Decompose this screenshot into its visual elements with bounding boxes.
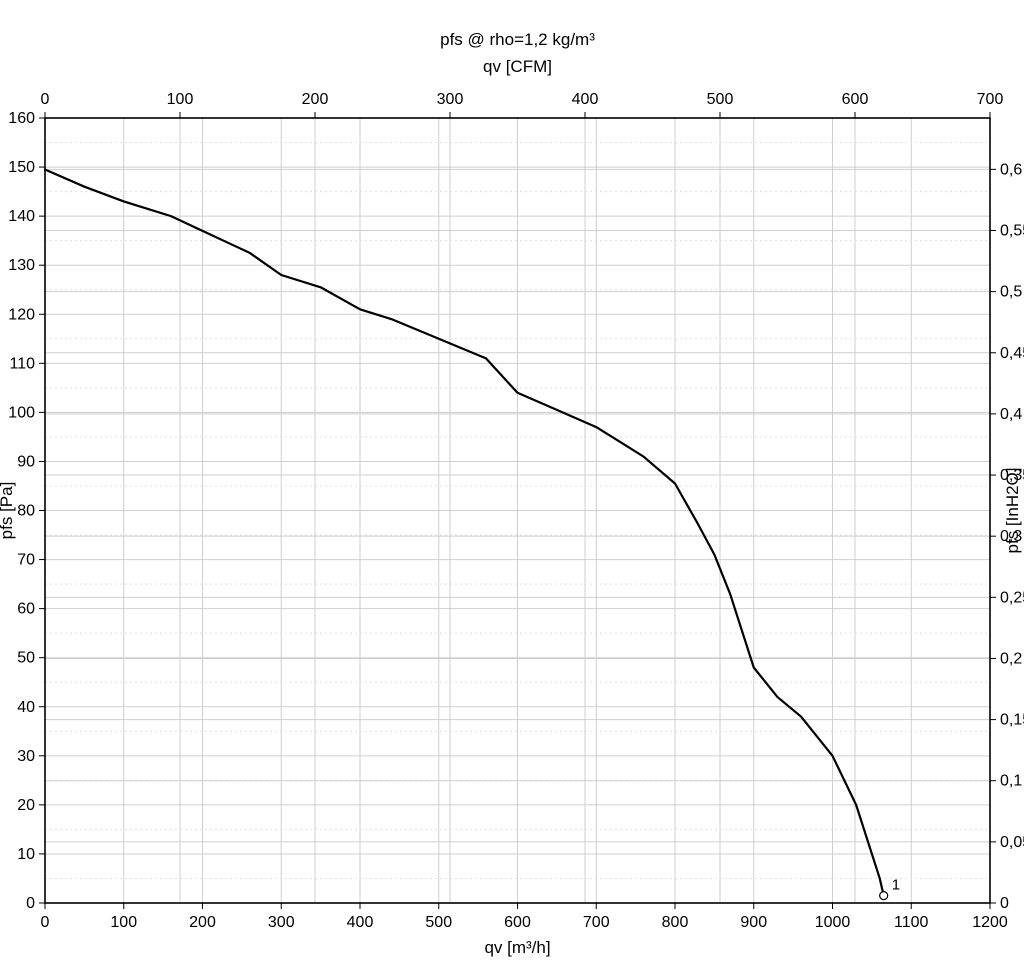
x-bottom-tick-label: 200: [189, 914, 216, 931]
y-right-tick-label: 0,25: [1000, 589, 1024, 606]
y-right-tick-label: 0,4: [1000, 406, 1022, 423]
y-right-axis-label: pfs [InH2O]: [1003, 468, 1022, 554]
chart-title: pfs @ rho=1,2 kg/m³: [440, 30, 595, 49]
y-left-tick-label: 140: [8, 208, 35, 225]
y-left-axis-label: pfs [Pa]: [0, 482, 16, 540]
y-left-tick-label: 60: [17, 601, 35, 618]
y-right-tick-label: 0,15: [1000, 712, 1024, 729]
y-left-tick-label: 20: [17, 797, 35, 814]
x-top-tick-label: 600: [842, 91, 869, 108]
x-bottom-tick-label: 100: [110, 914, 137, 931]
x-bottom-tick-label: 300: [268, 914, 295, 931]
x-top-tick-label: 200: [302, 91, 329, 108]
x-bottom-tick-label: 800: [662, 914, 689, 931]
y-left-tick-label: 160: [8, 110, 35, 127]
y-right-tick-label: 0,5: [1000, 284, 1022, 301]
x-top-axis-label: qv [CFM]: [483, 57, 552, 76]
x-bottom-tick-label: 1200: [972, 914, 1008, 931]
fan-curve-chart: 1010020030040050060070080090010001100120…: [0, 0, 1024, 971]
x-top-tick-label: 500: [707, 91, 734, 108]
y-left-tick-label: 30: [17, 748, 35, 765]
x-bottom-tick-label: 700: [583, 914, 610, 931]
y-right-tick-label: 0: [1000, 895, 1009, 912]
x-top-tick-label: 300: [437, 91, 464, 108]
y-left-tick-label: 40: [17, 699, 35, 716]
x-bottom-tick-label: 1000: [815, 914, 851, 931]
y-left-tick-label: 130: [8, 257, 35, 274]
y-right-tick-label: 0,2: [1000, 650, 1022, 667]
x-bottom-tick-label: 900: [740, 914, 767, 931]
y-left-tick-label: 70: [17, 552, 35, 569]
x-bottom-tick-label: 500: [425, 914, 452, 931]
y-right-tick-label: 0,55: [1000, 222, 1024, 239]
y-right-tick-label: 0,6: [1000, 161, 1022, 178]
y-left-tick-label: 80: [17, 503, 35, 520]
x-top-tick-label: 700: [977, 91, 1004, 108]
x-top-tick-label: 100: [167, 91, 194, 108]
y-left-tick-label: 50: [17, 650, 35, 667]
x-bottom-tick-label: 0: [41, 914, 50, 931]
y-right-tick-label: 0,45: [1000, 345, 1024, 362]
y-left-tick-label: 0: [26, 895, 35, 912]
x-bottom-tick-label: 1100: [894, 914, 929, 931]
y-left-tick-label: 10: [17, 846, 35, 863]
x-bottom-tick-label: 400: [347, 914, 374, 931]
operating-point-label: 1: [892, 877, 900, 894]
operating-point-marker: [880, 892, 888, 900]
y-left-tick-label: 110: [9, 355, 35, 372]
x-bottom-tick-label: 600: [504, 914, 531, 931]
y-left-tick-label: 100: [8, 404, 35, 421]
x-bottom-axis-label: qv [m³/h]: [484, 938, 550, 957]
y-left-tick-label: 120: [8, 306, 35, 323]
x-top-tick-label: 400: [572, 91, 599, 108]
x-top-tick-label: 0: [41, 91, 50, 108]
y-right-tick-label: 0,1: [1000, 773, 1022, 790]
y-left-tick-label: 150: [8, 159, 35, 176]
y-left-tick-label: 90: [17, 453, 35, 470]
y-right-tick-label: 0,05: [1000, 834, 1024, 851]
